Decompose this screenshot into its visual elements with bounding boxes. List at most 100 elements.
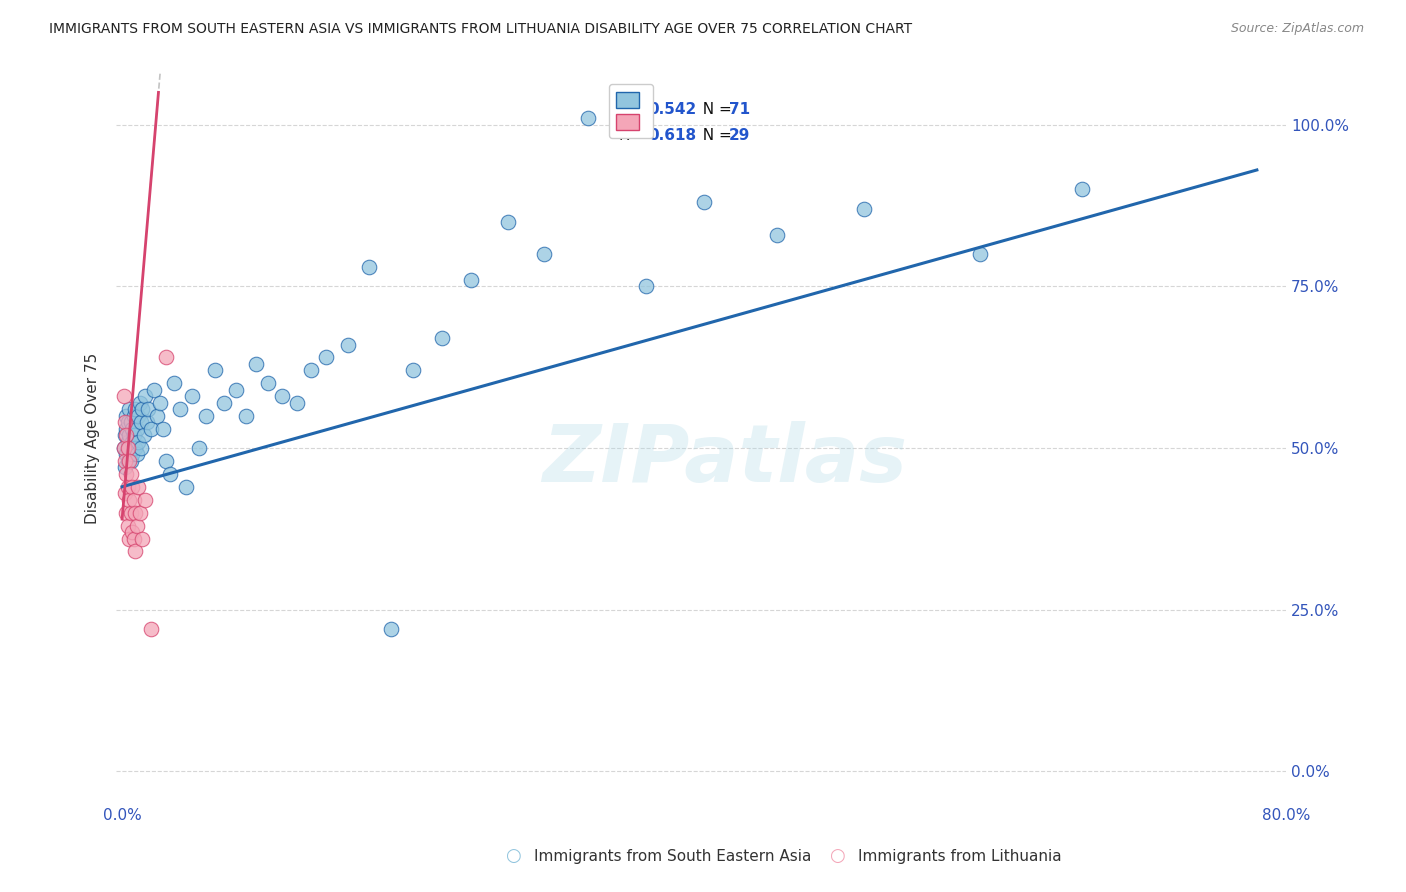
Point — [460, 273, 482, 287]
Point — [1071, 182, 1094, 196]
Point — [118, 454, 141, 468]
Point — [112, 389, 135, 403]
Point — [124, 402, 146, 417]
Point — [124, 506, 146, 520]
Point — [117, 415, 139, 429]
Point — [155, 351, 177, 365]
Point — [969, 247, 991, 261]
Point — [127, 434, 149, 449]
Point — [174, 480, 197, 494]
Point — [141, 622, 163, 636]
Point — [120, 415, 142, 429]
Point — [163, 376, 186, 391]
Point — [225, 383, 247, 397]
Text: Source: ZipAtlas.com: Source: ZipAtlas.com — [1230, 22, 1364, 36]
Point — [533, 247, 555, 261]
Text: ○: ○ — [505, 847, 522, 865]
Point — [136, 402, 159, 417]
Point — [122, 409, 145, 423]
Point — [117, 454, 139, 468]
Point — [132, 428, 155, 442]
Point — [112, 441, 135, 455]
Point — [765, 227, 787, 242]
Text: N =: N = — [693, 128, 737, 143]
Point — [285, 395, 308, 409]
Point — [188, 441, 211, 455]
Point — [114, 460, 136, 475]
Point — [129, 441, 152, 455]
Point — [121, 421, 143, 435]
Point — [128, 506, 150, 520]
Point — [853, 202, 876, 216]
Point — [120, 454, 142, 468]
Point — [124, 544, 146, 558]
Text: Immigrants from South Eastern Asia: Immigrants from South Eastern Asia — [534, 849, 811, 863]
Point — [127, 409, 149, 423]
Point — [121, 447, 143, 461]
Point — [299, 363, 322, 377]
Point — [195, 409, 218, 423]
Text: 0.542: 0.542 — [648, 103, 697, 117]
Text: ○: ○ — [828, 847, 845, 865]
Point — [131, 532, 153, 546]
Point — [336, 337, 359, 351]
Point — [169, 402, 191, 417]
Text: 29: 29 — [730, 128, 751, 143]
Point — [118, 428, 141, 442]
Point — [115, 421, 138, 435]
Point — [359, 260, 381, 274]
Point — [693, 195, 716, 210]
Point — [115, 409, 138, 423]
Point — [134, 389, 156, 403]
Point — [125, 421, 148, 435]
Point — [117, 480, 139, 494]
Point — [115, 428, 138, 442]
Text: R =: R = — [619, 103, 652, 117]
Text: R =: R = — [619, 128, 652, 143]
Point — [125, 518, 148, 533]
Point — [121, 524, 143, 539]
Point — [135, 415, 157, 429]
Point — [155, 454, 177, 468]
Point — [128, 395, 150, 409]
Point — [141, 421, 163, 435]
Point — [402, 363, 425, 377]
Point — [576, 112, 599, 126]
Text: 0.618: 0.618 — [648, 128, 696, 143]
Point — [152, 421, 174, 435]
Point — [131, 402, 153, 417]
Text: N =: N = — [693, 103, 737, 117]
Point — [122, 428, 145, 442]
Point — [114, 486, 136, 500]
Point — [212, 395, 235, 409]
Point — [124, 441, 146, 455]
Point — [256, 376, 278, 391]
Point — [146, 409, 169, 423]
Point — [634, 279, 657, 293]
Point — [134, 492, 156, 507]
Point — [117, 441, 139, 455]
Text: Immigrants from Lithuania: Immigrants from Lithuania — [858, 849, 1062, 863]
Point — [115, 447, 138, 461]
Point — [129, 415, 152, 429]
Point — [143, 383, 166, 397]
Point — [112, 441, 135, 455]
Point — [380, 622, 402, 636]
Point — [121, 480, 143, 494]
Point — [114, 415, 136, 429]
Point — [118, 492, 141, 507]
Text: ZIPatlas: ZIPatlas — [541, 421, 907, 500]
Point — [117, 518, 139, 533]
Point — [121, 434, 143, 449]
Point — [430, 331, 453, 345]
Point — [204, 363, 226, 377]
Point — [245, 357, 267, 371]
Point — [271, 389, 294, 403]
Point — [159, 467, 181, 481]
Point — [115, 506, 138, 520]
Y-axis label: Disability Age Over 75: Disability Age Over 75 — [86, 352, 100, 524]
Point — [117, 434, 139, 449]
Point — [114, 428, 136, 442]
Text: 71: 71 — [730, 103, 751, 117]
Text: IMMIGRANTS FROM SOUTH EASTERN ASIA VS IMMIGRANTS FROM LITHUANIA DISABILITY AGE O: IMMIGRANTS FROM SOUTH EASTERN ASIA VS IM… — [49, 22, 912, 37]
